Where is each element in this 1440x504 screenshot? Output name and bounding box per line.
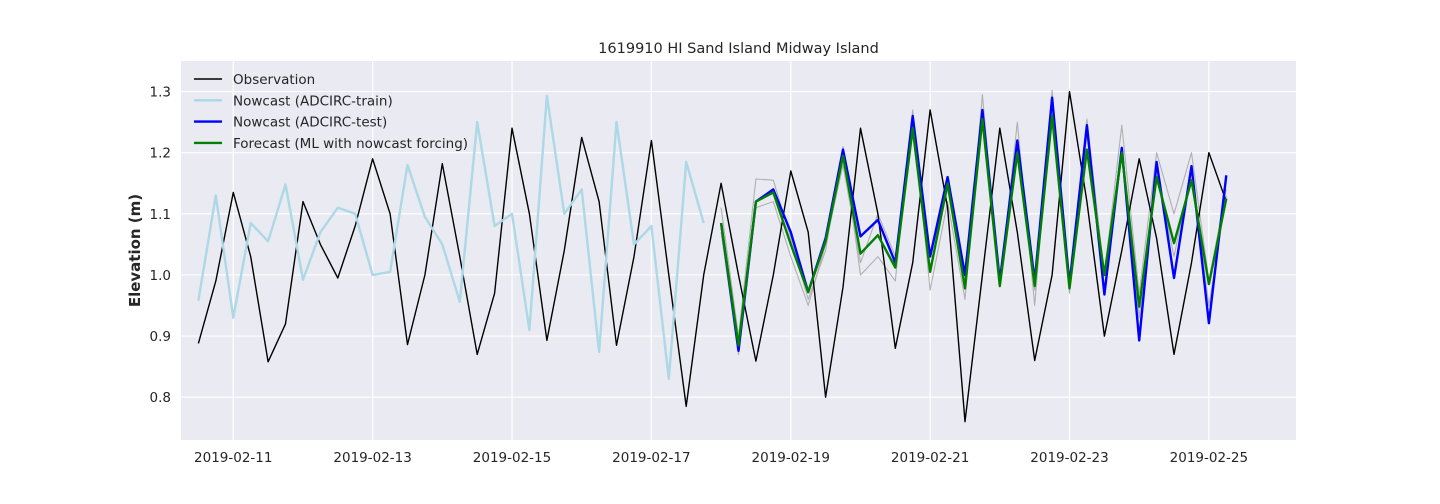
y-tick-label: 1.3 bbox=[150, 85, 171, 101]
y-tick-label: 0.8 bbox=[150, 390, 171, 406]
x-axis: 2019-02-11 2019-02-13 2019-02-15 2019-02-17… bbox=[194, 450, 1248, 466]
y-axis-label: Elevation (m) bbox=[126, 194, 144, 307]
series-line-3 bbox=[719, 114, 1228, 347]
x-tick-label: 2019-02-25 bbox=[1170, 450, 1248, 466]
y-tick-label: 0.9 bbox=[150, 329, 171, 345]
legend-label: Nowcast (ADCIRC-test) bbox=[233, 115, 387, 131]
chart-title: 1619910 HI Sand Island Midway Island bbox=[598, 41, 879, 57]
y-tick-label: 1.1 bbox=[150, 207, 171, 223]
series-line-0 bbox=[197, 90, 1227, 423]
legend-label: Forecast (ML with nowcast forcing) bbox=[233, 136, 468, 152]
x-tick-label: 2019-02-19 bbox=[752, 450, 830, 466]
series-line-1 bbox=[197, 94, 705, 381]
y-tick-label: 1.2 bbox=[150, 146, 171, 162]
x-tick-label: 2019-02-11 bbox=[194, 450, 272, 466]
x-tick-label: 2019-02-15 bbox=[473, 450, 551, 466]
x-tick-label: 2019-02-17 bbox=[612, 450, 690, 466]
series-lines bbox=[197, 89, 1228, 423]
x-tick-label: 2019-02-13 bbox=[333, 450, 411, 466]
y-tick-label: 1.0 bbox=[150, 268, 171, 284]
x-tick-label: 2019-02-23 bbox=[1030, 450, 1108, 466]
x-tick-label: 2019-02-21 bbox=[891, 450, 969, 466]
legend: Observation Nowcast (ADCIRC-train) Nowcast… bbox=[194, 72, 468, 152]
legend-label: Observation bbox=[233, 72, 315, 88]
y-axis: 0.8 0.9 1.0 1.1 1.2 1.3 bbox=[150, 85, 171, 407]
legend-label: Nowcast (ADCIRC-train) bbox=[233, 93, 393, 109]
